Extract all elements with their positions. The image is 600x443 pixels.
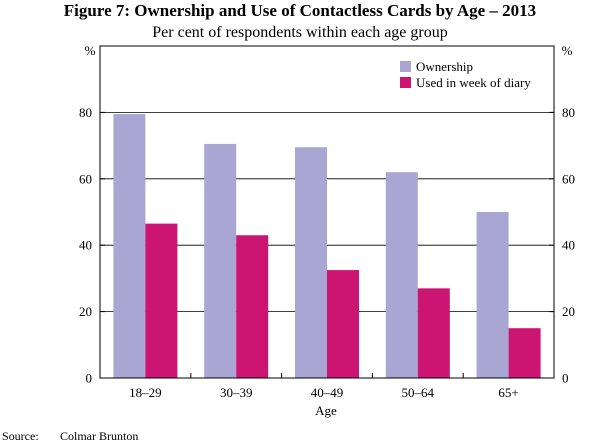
x-tick-label: 18–29 xyxy=(129,385,162,400)
legend: Ownership Used in week of diary xyxy=(400,59,531,90)
bar-used-3 xyxy=(417,288,450,378)
bar-used-1 xyxy=(236,235,269,378)
y-axis-unit-left: % xyxy=(85,43,96,58)
source-text: Colmar Brunton xyxy=(60,429,138,443)
x-ticks: 18–29 30–39 40–49 50–64 65+ xyxy=(129,373,519,400)
y-tick-label-right: 0 xyxy=(562,371,569,386)
y-axis-unit-right: % xyxy=(562,43,573,58)
x-tick-label: 40–49 xyxy=(311,385,344,400)
legend-swatch-ownership xyxy=(400,61,411,72)
y-tick-label-right: 60 xyxy=(562,171,575,186)
y-tick-label-right: 80 xyxy=(562,105,575,120)
bar-ownership-3 xyxy=(385,172,418,378)
x-tick-label: 50–64 xyxy=(402,385,435,400)
plot-frame xyxy=(99,45,555,379)
bar-ownership-1 xyxy=(204,143,237,378)
y-tick-label-left: 60 xyxy=(79,171,92,186)
y-tick-label-left: 40 xyxy=(79,238,92,253)
legend-swatch-used xyxy=(400,77,411,88)
source-label: Source: xyxy=(2,429,39,443)
bar-ownership-2 xyxy=(295,147,327,378)
y-tick-label-left: 0 xyxy=(86,371,93,386)
bars xyxy=(113,114,541,378)
x-tick-label: 30–39 xyxy=(220,385,253,400)
bar-used-2 xyxy=(327,270,359,378)
chart-title: Figure 7: Ownership and Use of Contactle… xyxy=(64,1,536,20)
legend-label-ownership: Ownership xyxy=(416,59,473,74)
bar-used-0 xyxy=(145,223,178,378)
y-ticks: 0 0 20 20 40 40 60 60 80 80 xyxy=(79,105,575,386)
x-axis-label: Age xyxy=(315,403,337,418)
bar-ownership-0 xyxy=(113,114,146,378)
chart-subtitle: Per cent of respondents within each age … xyxy=(152,24,447,41)
bar-used-4 xyxy=(508,328,541,378)
legend-label-used: Used in week of diary xyxy=(416,75,531,90)
y-tick-label-left: 80 xyxy=(79,105,92,120)
bar-ownership-4 xyxy=(476,212,509,378)
y-tick-label-right: 20 xyxy=(562,304,575,319)
y-tick-label-left: 20 xyxy=(79,304,92,319)
x-tick-label: 65+ xyxy=(498,385,518,400)
y-tick-label-right: 40 xyxy=(562,238,575,253)
